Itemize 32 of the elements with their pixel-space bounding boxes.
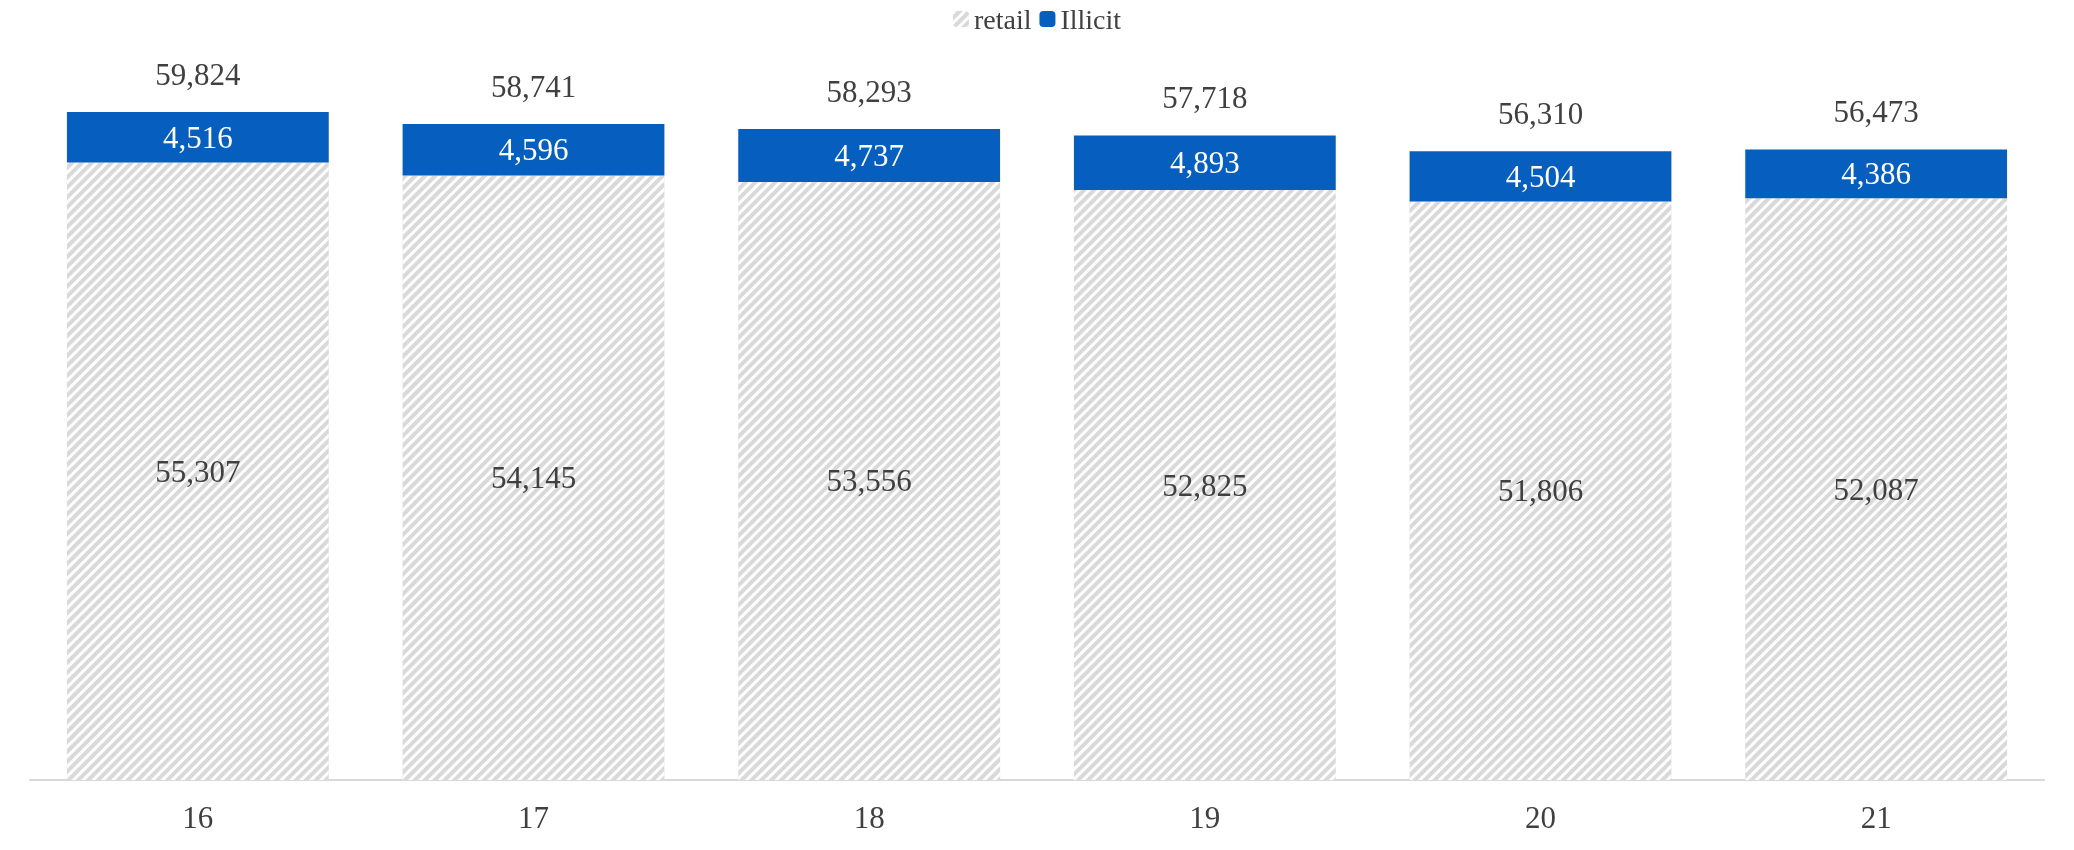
total-label: 56,473	[1833, 94, 1919, 130]
bar	[1409, 151, 1672, 202]
bar	[402, 124, 665, 176]
legend-label: retail	[973, 3, 1032, 35]
data-label: 52,825	[1162, 467, 1248, 503]
bar	[66, 111, 329, 163]
data-label: 4,893	[1169, 145, 1240, 181]
data-label: 4,386	[1841, 156, 1912, 192]
data-label: 4,596	[498, 132, 569, 168]
data-label: 52,087	[1833, 471, 1919, 507]
data-label: 55,307	[155, 453, 241, 489]
total-label: 56,310	[1497, 96, 1584, 132]
total-label: 59,824	[155, 56, 241, 92]
data-label: 4,504	[1505, 158, 1576, 194]
bar	[738, 129, 1001, 182]
x-tick-label: 18	[853, 800, 885, 835]
x-tick-label: 17	[518, 800, 549, 835]
legend-label: Illicit	[1060, 3, 1122, 35]
x-tick-label: 19	[1189, 800, 1221, 835]
data-label: 51,806	[1497, 473, 1584, 509]
data-label: 4,516	[162, 119, 233, 155]
x-tick-label: 21	[1860, 800, 1892, 835]
total-label: 58,293	[826, 74, 912, 110]
x-tick-label: 20	[1525, 800, 1556, 835]
bar	[1745, 149, 2008, 199]
x-tick-label: 16	[182, 800, 214, 835]
total-label: 58,741	[490, 69, 577, 105]
data-label: 4,737	[834, 138, 905, 174]
bar	[1073, 135, 1336, 191]
total-label: 57,718	[1162, 80, 1248, 116]
data-label: 54,145	[490, 460, 577, 496]
data-label: 53,556	[826, 463, 912, 499]
